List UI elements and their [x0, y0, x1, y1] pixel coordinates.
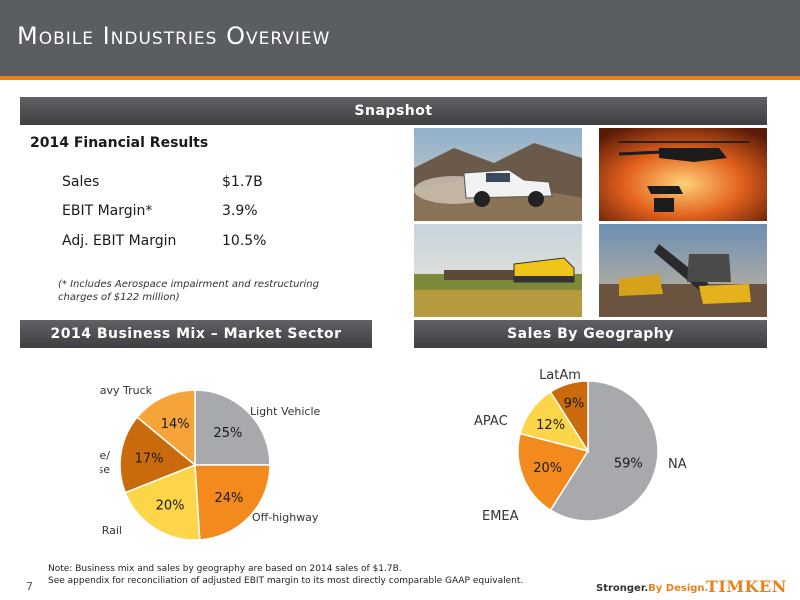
tagline: Stronger.By Design.	[596, 583, 708, 594]
pie-category-label-apac: APAC	[474, 414, 508, 429]
financial-results-title: 2014 Financial Results	[30, 135, 209, 151]
business-mix-pie-chart: 25% 24% 20% 17% 14% Light Vehicle Off-highway R…	[100, 384, 321, 541]
pie-slice-na	[549, 380, 659, 522]
pie-value-label-light-vehicle: 25%	[213, 426, 242, 441]
timken-logo: TIMKEN	[706, 577, 787, 596]
footer-note-line-2: See appendix for reconciliation of adjus…	[48, 576, 524, 586]
pie-category-label-light-vehicle: Light Vehicle	[250, 405, 321, 418]
freight-train-image	[414, 224, 582, 317]
footer-note: Note: Business mix and sales by geograph…	[48, 563, 523, 587]
pie-value-label-apac: 12%	[536, 418, 565, 433]
geography-section-bar: Sales By Geography	[414, 320, 767, 348]
financial-footnote: (* Includes Aerospace impairment and res…	[58, 279, 319, 303]
page-title: Mobile Industries Overview	[17, 22, 331, 50]
pie-category-label-latam: LatAm	[539, 368, 581, 383]
pie-value-label-heavy-truck: 14%	[161, 417, 190, 432]
pie-value-label-latam: 9%	[564, 397, 585, 412]
mining-shovel-image	[599, 224, 767, 317]
pie-category-label-na: NA	[668, 457, 687, 472]
pie-category-label-aerospace-defense-1: Defense	[100, 463, 110, 476]
page-number: 7	[26, 580, 33, 593]
pie-value-label-na: 59%	[614, 457, 643, 472]
pie-value-label-rail: 20%	[156, 498, 185, 513]
adj-ebit-margin-label: Adj. EBIT Margin	[62, 233, 177, 249]
pie-value-label-aerospace-defense: 17%	[135, 452, 164, 467]
pie-category-label-off-highway: Off-highway	[252, 511, 319, 524]
business-mix-section-bar: 2014 Business Mix – Market Sector	[20, 320, 372, 348]
pie-category-label-rail: Rail	[102, 524, 122, 537]
pie-slice-off-highway	[194, 464, 271, 541]
adj-ebit-margin-value: 10.5%	[222, 233, 267, 249]
military-helicopter-image	[599, 128, 767, 221]
ebit-margin-label: EBIT Margin*	[62, 203, 153, 219]
pie-category-label-aerospace-defense-0: Aerospace/	[100, 449, 110, 462]
ebit-margin-value: 3.9%	[222, 203, 258, 219]
header-accent-stripe	[0, 76, 800, 80]
footer-note-line-1: Note: Business mix and sales by geograph…	[48, 564, 402, 574]
pie-slice-aerospace-defense	[119, 416, 197, 494]
header-bar	[0, 0, 800, 76]
pickup-truck-image	[414, 128, 582, 221]
pie-slice-heavy-truck	[136, 389, 196, 467]
pie-slice-latam	[549, 380, 589, 454]
snapshot-section-bar: Snapshot	[20, 97, 767, 125]
sales-label: Sales	[62, 174, 100, 190]
geography-pie-chart: 59% 20% 12% 9% NA EMEA APAC LatAm	[474, 368, 687, 524]
pie-slice-rail	[124, 463, 201, 541]
pie-category-label-emea: EMEA	[482, 509, 519, 524]
pie-value-label-emea: 20%	[533, 461, 562, 476]
pie-slice-emea	[517, 432, 590, 512]
tagline-by-design: By Design.	[648, 583, 709, 594]
pie-value-label-off-highway: 24%	[214, 491, 243, 506]
pie-category-label-heavy-truck: Heavy Truck	[100, 384, 153, 397]
pie-slice-light-vehicle	[194, 389, 271, 466]
tagline-stronger: Stronger.	[596, 583, 649, 594]
sales-value: $1.7B	[222, 174, 263, 190]
